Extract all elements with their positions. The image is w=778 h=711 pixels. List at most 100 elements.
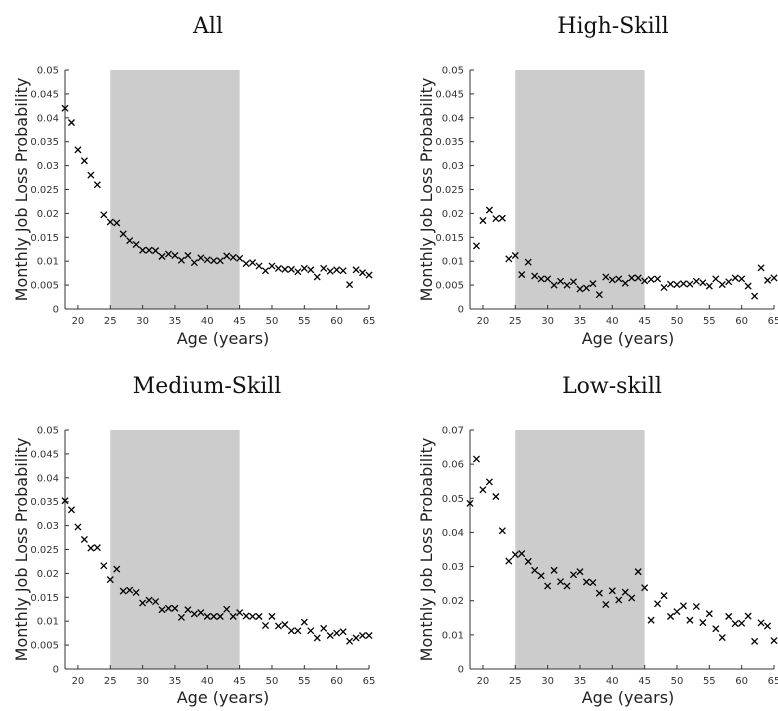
data-point-marker	[479, 486, 487, 494]
data-point-marker	[511, 251, 519, 259]
data-point-marker	[764, 276, 772, 284]
marker-stroke	[654, 600, 662, 608]
marker-stroke	[705, 610, 713, 618]
marker-stroke	[119, 587, 127, 595]
x-axis-label: Age (years)	[582, 329, 675, 348]
marker-stroke	[223, 605, 231, 613]
panel-medium-skill: 0 0.005 0.01 0.015 0.02 0.025 0.03 0.035 0.04 0.0…	[12, 374, 375, 707]
marker-stroke	[139, 599, 147, 607]
data-point-marker	[164, 604, 173, 612]
marker-stroke	[210, 612, 218, 620]
data-point-marker	[511, 551, 519, 559]
data-point-marker	[673, 608, 681, 616]
marker-stroke	[770, 637, 778, 645]
y-tick-label: 0.015	[30, 233, 59, 244]
marker-stroke	[294, 268, 302, 276]
data-point-marker	[498, 214, 506, 222]
marker-stroke	[479, 217, 487, 225]
data-point-marker	[518, 550, 526, 558]
marker-stroke	[320, 624, 328, 632]
marker-stroke	[152, 247, 160, 255]
chart-title: High-Skill	[557, 14, 668, 39]
data-point-marker	[326, 632, 334, 640]
data-point-marker	[537, 275, 545, 283]
marker-stroke	[550, 566, 558, 574]
data-point-marker	[320, 624, 328, 632]
marker-stroke	[307, 627, 315, 635]
marker-stroke	[210, 257, 218, 265]
data-point-marker	[210, 612, 218, 620]
marker-stroke	[359, 269, 367, 277]
y-tick-label: 0.015	[435, 233, 464, 244]
marker-stroke	[699, 619, 707, 627]
marker-stroke	[164, 604, 173, 612]
data-point-marker	[524, 258, 532, 266]
marker-stroke	[505, 557, 513, 565]
marker-stroke	[307, 266, 315, 274]
marker-stroke	[203, 256, 211, 264]
y-tick-label: 0.03	[37, 161, 59, 172]
marker-stroke	[602, 600, 610, 608]
data-point-marker	[67, 506, 75, 514]
marker-stroke	[725, 278, 733, 286]
marker-stroke	[472, 455, 480, 463]
marker-stroke	[621, 279, 629, 287]
marker-stroke	[738, 619, 746, 627]
data-point-marker	[751, 637, 759, 645]
marker-stroke	[352, 634, 360, 642]
marker-stroke	[666, 612, 675, 620]
data-point-marker	[770, 274, 778, 282]
data-point-marker	[268, 612, 276, 620]
marker-stroke	[531, 566, 539, 574]
data-point-marker	[229, 612, 237, 620]
data-point-marker	[274, 264, 282, 272]
marker-stroke	[113, 219, 121, 227]
data-point-marker	[472, 455, 480, 463]
marker-stroke	[582, 284, 590, 292]
data-point-marker	[80, 157, 88, 165]
data-point-marker	[261, 621, 270, 630]
data-point-marker	[242, 260, 250, 268]
data-point-marker	[544, 275, 552, 283]
marker-stroke	[216, 612, 224, 620]
x-tick-label: 25	[509, 316, 522, 327]
data-point-marker	[339, 267, 347, 275]
y-tick-label: 0.04	[442, 113, 464, 124]
x-tick-label: 35	[574, 316, 587, 327]
marker-stroke	[197, 609, 205, 617]
data-point-marker	[557, 578, 565, 586]
data-point-marker	[67, 119, 75, 127]
marker-stroke	[313, 273, 321, 281]
data-point-marker	[524, 557, 532, 565]
data-point-marker	[158, 606, 166, 614]
marker-stroke	[485, 478, 493, 486]
data-point-marker	[582, 284, 590, 292]
data-point-marker	[268, 262, 276, 270]
y-axis-label: Monthly Job Loss Probability	[12, 438, 31, 662]
data-point-marker	[100, 562, 108, 570]
x-tick-label: 65	[768, 316, 778, 327]
data-point-marker	[333, 266, 341, 274]
y-tick-label: 0.05	[442, 66, 464, 77]
marker-stroke	[744, 282, 752, 290]
marker-stroke	[100, 562, 108, 570]
shaded-region	[110, 70, 240, 309]
marker-stroke	[544, 582, 552, 590]
data-point-marker	[352, 634, 360, 642]
data-point-marker	[595, 291, 603, 299]
y-tick-label: 0	[458, 665, 464, 676]
marker-stroke	[93, 181, 101, 189]
data-point-marker	[365, 271, 373, 279]
data-point-marker	[249, 612, 257, 620]
x-tick-label: 50	[266, 676, 279, 687]
chart-title: Medium-Skill	[133, 374, 282, 399]
marker-stroke	[621, 588, 629, 596]
marker-stroke	[203, 612, 211, 620]
marker-stroke	[589, 280, 597, 288]
y-tick-label: 0.045	[435, 89, 464, 100]
data-point-marker	[132, 589, 140, 597]
x-tick-label: 25	[509, 676, 522, 687]
marker-stroke	[654, 275, 662, 283]
marker-stroke	[119, 230, 127, 238]
